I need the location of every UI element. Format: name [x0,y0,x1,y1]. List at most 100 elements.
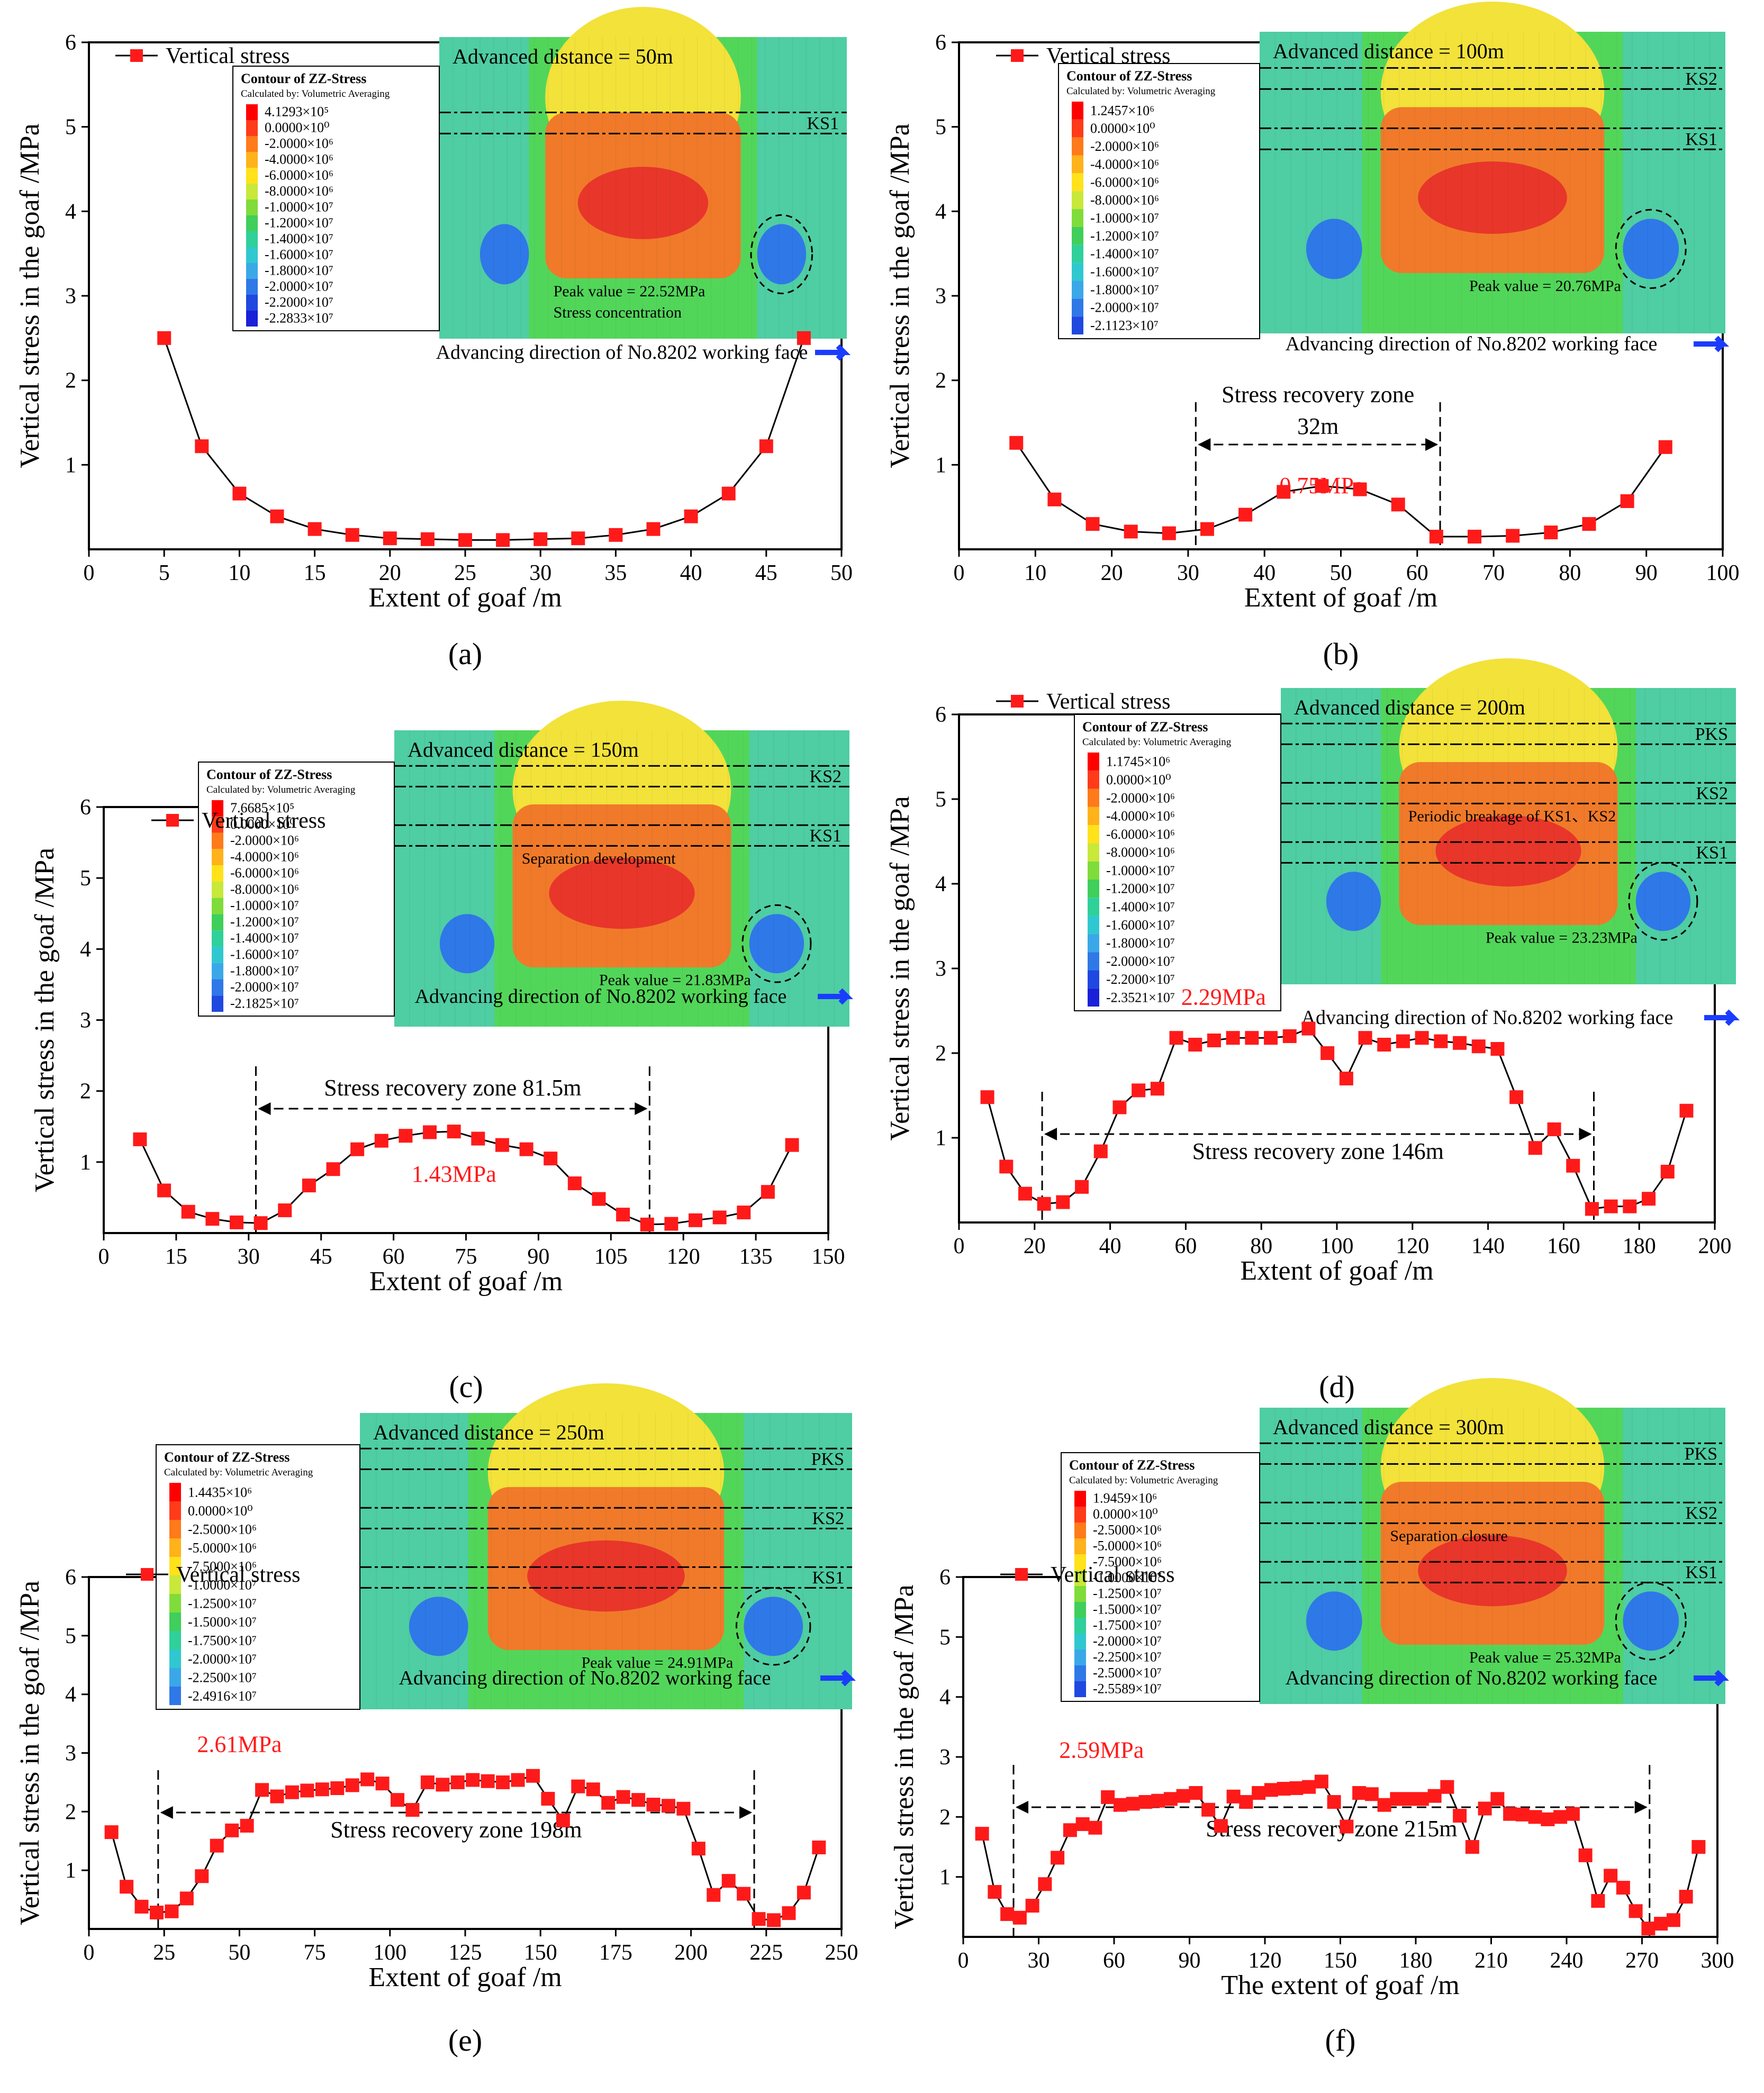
y-tick-label: 3 [65,284,76,309]
legend-swatch [1088,898,1099,916]
y-axis-label: Vertical stress in the goaf /MPa [885,123,915,468]
legend-value: -7.5000×10⁶ [188,1559,257,1574]
data-point [1214,1819,1228,1833]
legend-value: -2.5000×10⁶ [188,1521,257,1537]
data-point [1396,1034,1410,1048]
y-axis-label: Vertical stress in the goaf /MPa [889,1584,919,1929]
x-tick-label: 50 [228,1941,250,1965]
x-tick-label: 75 [455,1245,477,1269]
x-tick-label: 75 [304,1941,326,1965]
inset-title: Advanced distance = 100m [1273,39,1504,63]
data-point [689,1213,703,1227]
x-tick-label: 80 [1250,1234,1272,1258]
panel-b: KS2 KS1 Advanced distance = 100m Peak value… [885,2,1740,671]
legend-value: -2.5000×10⁷ [1093,1665,1162,1681]
contour-core-zone [577,167,709,239]
legend-value: -2.2000×10⁷ [1106,972,1175,987]
legend-value: -1.5000×10⁷ [1093,1602,1162,1617]
legend-value: -1.5000×10⁷ [188,1614,257,1629]
x-tick-label: 60 [1174,1234,1197,1258]
data-point [592,1192,606,1206]
data-point [785,1138,799,1152]
contour-left-peak [480,224,529,285]
legend-value: -1.8000×10⁷ [265,263,333,278]
data-point [1616,1881,1630,1895]
data-point [1138,1795,1153,1809]
data-point [1302,1780,1316,1794]
x-tick-label: 20 [1101,561,1123,585]
legend-value: -2.2833×10⁷ [265,311,333,326]
y-tick-label: 6 [80,795,91,820]
x-tick-label: 40 [1099,1234,1121,1258]
legend-series-marker [1011,49,1024,62]
data-point [420,1775,435,1789]
legend-value: -8.0000×10⁶ [230,882,299,897]
contour-right-band [744,1413,852,1709]
y-tick-label: 3 [935,957,946,981]
contour-core-zone [1418,1535,1567,1607]
data-point [195,439,209,454]
legend-swatch [212,963,223,980]
legend-swatch [169,1594,181,1612]
legend-swatch [1072,244,1083,263]
data-point [232,486,247,501]
data-point [1391,497,1405,512]
series-line [163,338,805,541]
legend-swatch [1088,952,1099,971]
strata-label: KS1 [807,114,839,133]
y-axis-label: Vertical stress in the goaf /MPa [30,848,60,1192]
x-tick-label: 45 [310,1245,332,1269]
data-point [1654,1917,1668,1931]
strata-label: PKS [811,1449,844,1469]
x-tick-label: 150 [812,1245,845,1269]
inset-annotation: Peak value = 25.32MPa [1469,1649,1621,1666]
data-point [1415,1792,1429,1806]
legend-swatch [1074,1523,1086,1538]
legend-swatch [1074,1554,1086,1570]
data-point [471,1131,485,1146]
legend-value: -2.2500×10⁷ [188,1670,257,1685]
legend-swatch [1088,753,1099,771]
data-point [1245,1031,1259,1045]
data-point [556,1813,570,1827]
x-tick-label: 10 [1024,561,1046,585]
data-point [737,1206,751,1220]
legend-swatch [1072,262,1083,281]
zone-arrowhead-right [1425,438,1439,451]
data-point [631,1793,646,1807]
data-point [646,1798,661,1812]
data-point [1063,1823,1077,1837]
panel-label: (c) [449,1370,483,1404]
legend-value: -2.1123×10⁷ [1090,318,1159,333]
legend-swatch [246,200,258,215]
contour-legend: Contour of ZZ-Stress Calculated by: Volum… [156,1444,360,1710]
x-tick-label: 30 [529,561,551,585]
legend-value: -1.4000×10⁷ [265,231,333,247]
data-point [712,1210,727,1225]
legend-value: -1.6000×10⁷ [1106,917,1175,932]
data-point [601,1796,616,1810]
advancing-direction-label: Advancing direction of No.8202 working f… [399,1667,771,1689]
legend-swatch [1088,970,1099,989]
legend-value: -2.0000×10⁶ [265,136,333,151]
data-point [345,528,359,542]
peak-highlight-ellipse [741,904,812,983]
x-axis-label: Extent of goaf /m [1240,1256,1433,1286]
contour-inset: PKS KS2 KS1 Advanced distance = 300m Separat… [1260,1378,1725,1704]
legend-swatch [1072,119,1083,138]
data-point [1239,1795,1253,1809]
data-point [1629,1904,1643,1918]
data-point [1176,1789,1190,1803]
legend-subtitle: Calculated by: Volumetric Averaging [1066,86,1216,97]
inset-annotation: Peak value = 24.91MPa [582,1654,734,1672]
contour-core-zone [1435,815,1581,887]
legend-value: -4.0000×10⁶ [1106,809,1175,824]
panel-label: (f) [1325,2023,1356,2058]
zone-label: Stress recovery zone 146m [1192,1138,1444,1164]
inset-title: Advanced distance = 250m [373,1420,604,1444]
x-tick-label: 200 [1698,1234,1732,1258]
legend-swatch [246,215,258,231]
inset-annotation: Separation closure [1390,1527,1507,1545]
legend-box [156,1444,360,1710]
data-point [278,1203,292,1218]
